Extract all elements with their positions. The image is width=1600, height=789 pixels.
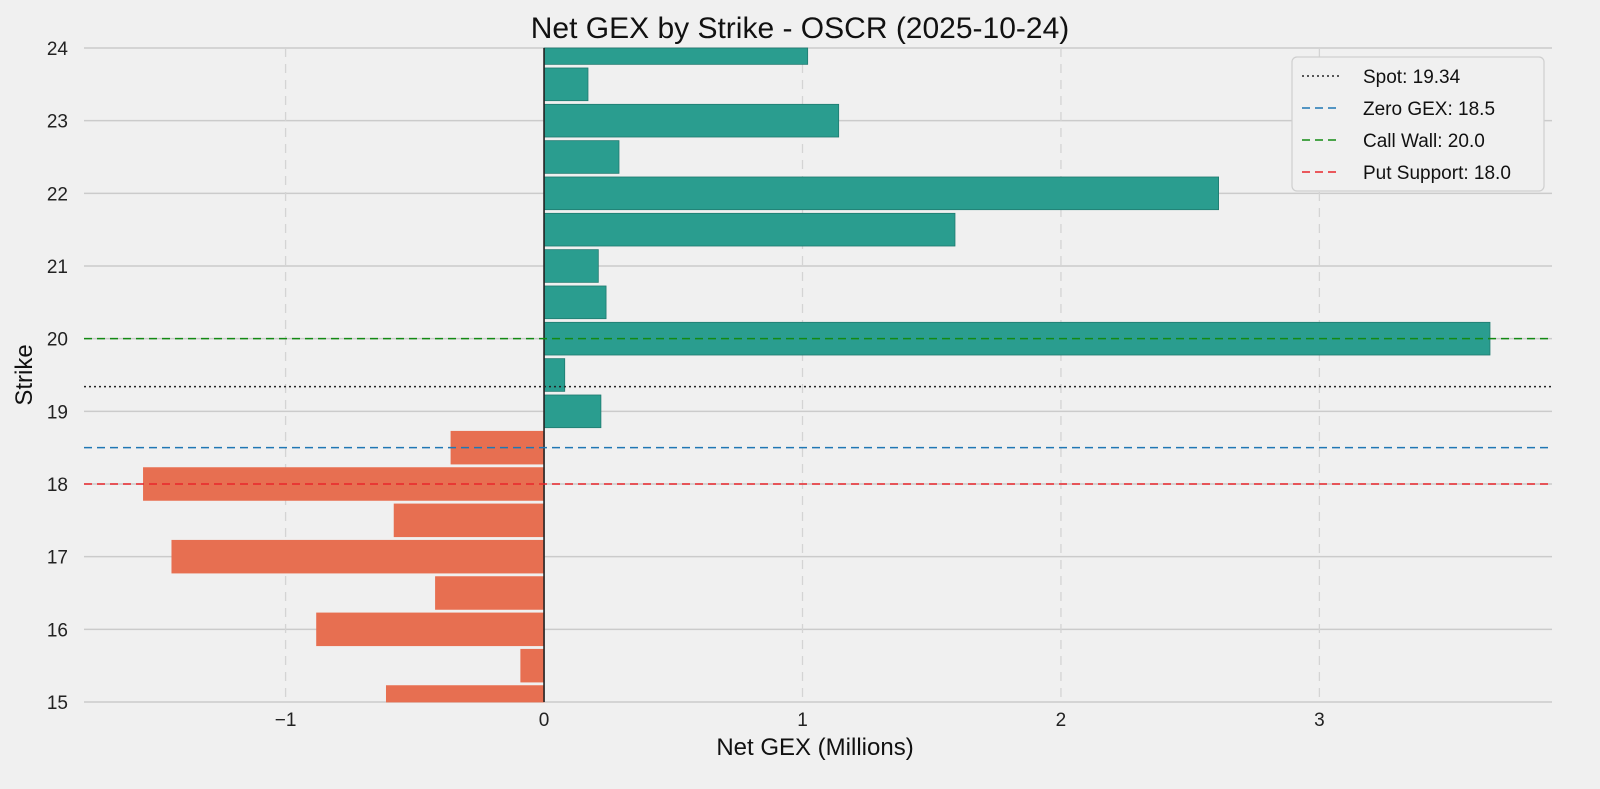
bar-strike-15 bbox=[385, 685, 545, 703]
legend-label: Put Support: 18.0 bbox=[1363, 163, 1511, 184]
bar-strike-15-5 bbox=[520, 648, 545, 683]
legend-label: Spot: 19.34 bbox=[1363, 67, 1461, 88]
bar-strike-19 bbox=[543, 394, 602, 429]
bar-strike-17 bbox=[171, 539, 545, 574]
y-axis-label: Strike bbox=[11, 344, 38, 405]
y-tick-label: 23 bbox=[47, 112, 68, 133]
bar-strike-24 bbox=[543, 47, 809, 65]
y-tick-label: 17 bbox=[47, 548, 68, 569]
x-tick-label: 1 bbox=[797, 710, 808, 731]
y-tick-label: 16 bbox=[47, 620, 68, 641]
y-tick-label: 22 bbox=[47, 184, 68, 205]
bars bbox=[143, 47, 1491, 703]
bar-strike-16 bbox=[316, 612, 545, 647]
bar-strike-20-5 bbox=[543, 285, 607, 320]
bar-strike-16-5 bbox=[435, 576, 545, 610]
chart-title: Net GEX by Strike - OSCR (2025-10-24) bbox=[531, 12, 1070, 45]
bar-strike-23-5 bbox=[543, 67, 589, 102]
x-axis-label: Net GEX (Millions) bbox=[716, 734, 913, 761]
legend-box bbox=[1291, 56, 1545, 192]
legend-label: Call Wall: 20.0 bbox=[1363, 131, 1485, 152]
y-tick-label: 24 bbox=[47, 39, 69, 60]
bar-strike-21 bbox=[543, 249, 599, 283]
y-tick-label: 21 bbox=[47, 257, 68, 278]
x-tick-label: 3 bbox=[1314, 710, 1325, 731]
bar-strike-21-5 bbox=[543, 212, 956, 247]
x-tick-label: 2 bbox=[1056, 710, 1067, 731]
legend: Spot: 19.34 Zero GEX: 18.5 Call Wall: 20.0… bbox=[1291, 56, 1545, 192]
bar-strike-22 bbox=[543, 176, 1219, 211]
x-tick-label: −1 bbox=[275, 710, 297, 731]
y-tick-label: 18 bbox=[47, 475, 68, 496]
bar-strike-17-5 bbox=[393, 503, 545, 538]
legend-label: Zero GEX: 18.5 bbox=[1363, 99, 1495, 120]
y-tick-label: 15 bbox=[47, 693, 68, 714]
reference-lines bbox=[84, 48, 1552, 702]
bar-strike-22-5 bbox=[543, 140, 620, 174]
y-tick-label: 19 bbox=[47, 402, 68, 423]
y-tick-label: 20 bbox=[47, 330, 68, 351]
bar-strike-23 bbox=[543, 103, 840, 138]
x-tick-label: 0 bbox=[539, 710, 550, 731]
